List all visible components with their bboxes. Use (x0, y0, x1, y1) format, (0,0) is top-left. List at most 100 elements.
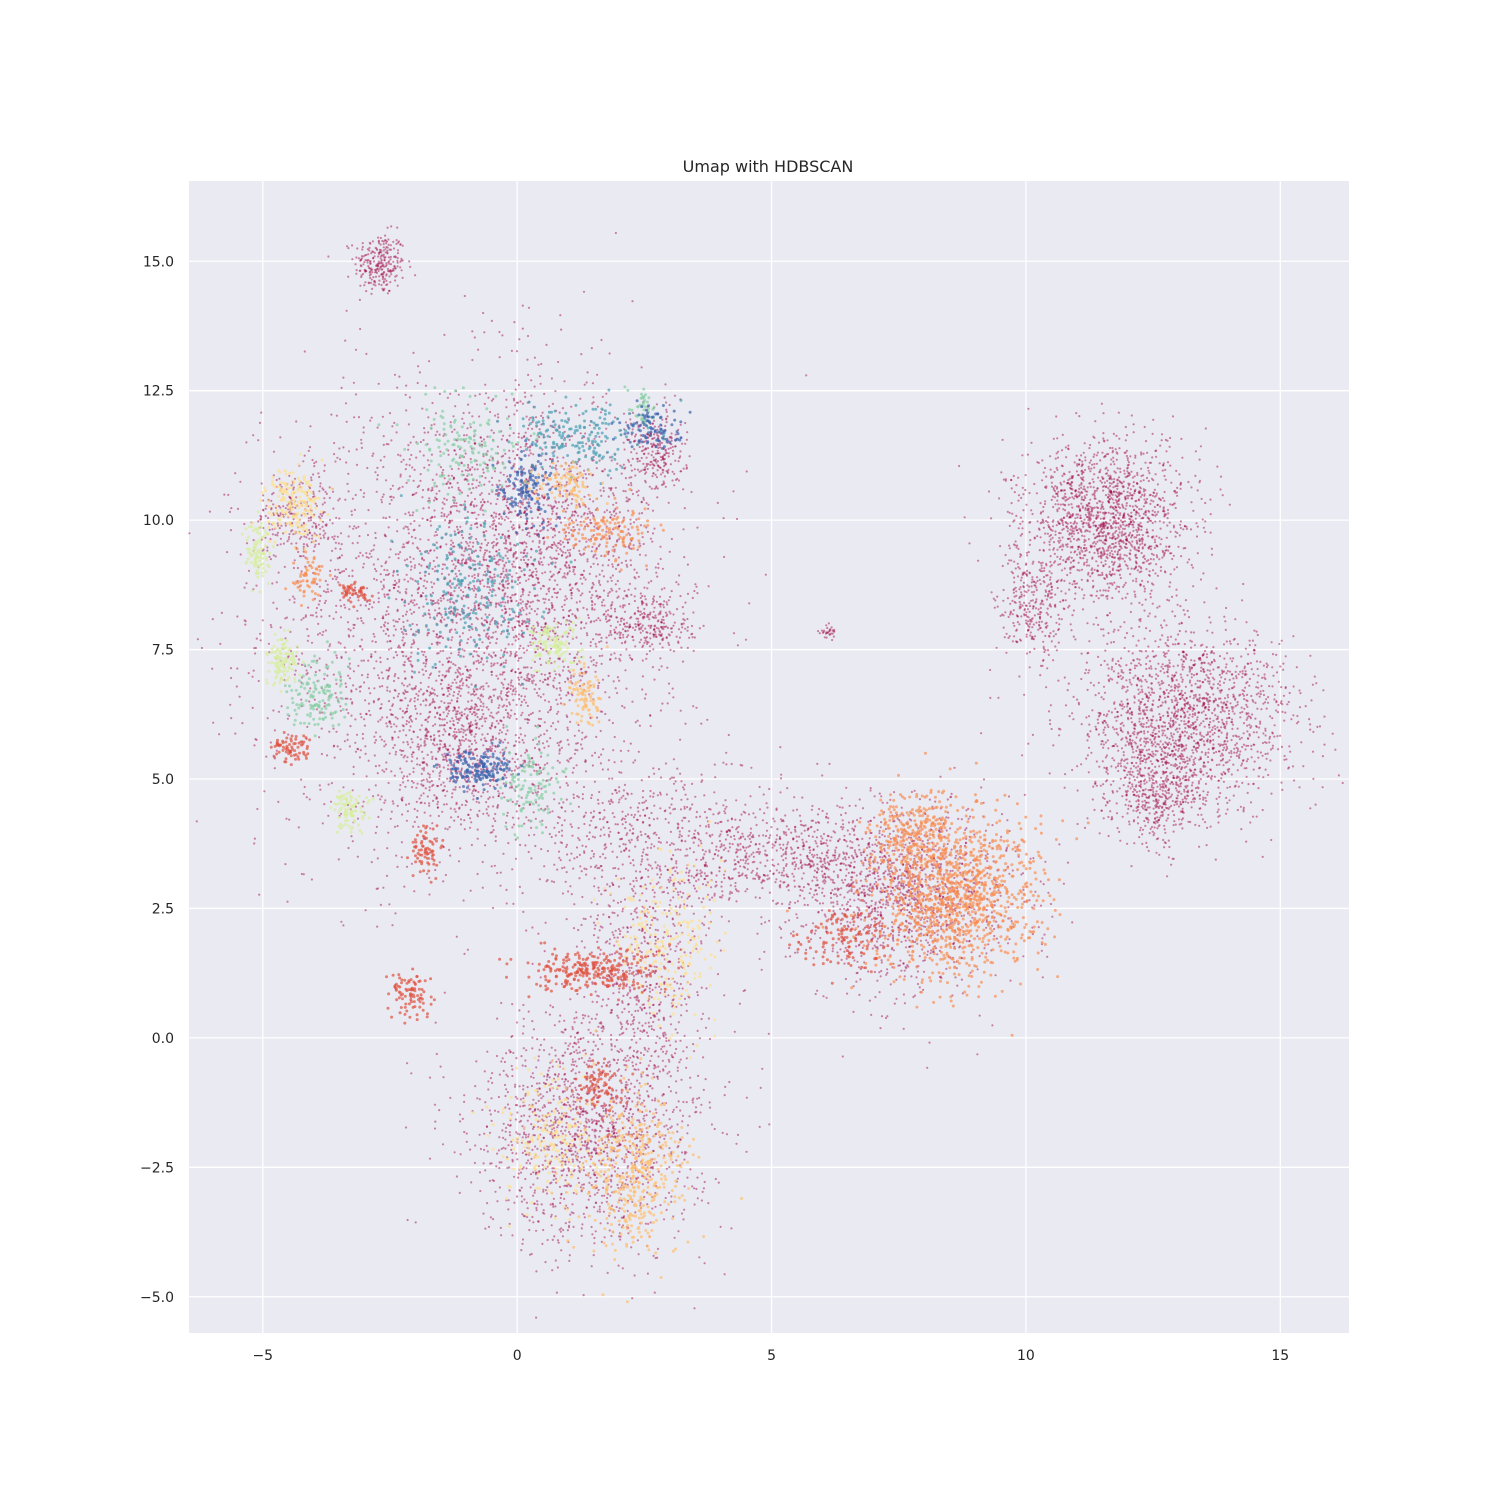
data-point (385, 669, 388, 672)
data-point (337, 641, 340, 644)
data-point (594, 670, 597, 673)
data-point (371, 454, 374, 457)
data-point (401, 716, 404, 719)
data-point (566, 728, 570, 731)
data-point (660, 483, 664, 486)
data-point (637, 494, 640, 497)
data-point (385, 246, 388, 249)
data-point (370, 555, 373, 558)
data-point (504, 708, 507, 712)
data-point (430, 524, 433, 527)
data-point (466, 641, 469, 645)
data-point (622, 489, 625, 493)
data-point (591, 604, 594, 607)
data-point (402, 625, 405, 628)
data-point (521, 711, 524, 714)
data-point (449, 421, 452, 424)
data-point (622, 463, 625, 466)
data-point (616, 462, 619, 465)
data-point (547, 563, 550, 566)
data-point (652, 633, 655, 637)
data-point (355, 733, 359, 736)
data-point (361, 674, 364, 677)
data-point (433, 534, 436, 537)
data-point (663, 396, 666, 399)
data-point (498, 356, 501, 359)
data-point (479, 660, 482, 664)
data-point (523, 574, 526, 577)
data-point (641, 600, 644, 603)
data-point (405, 819, 408, 822)
data-point (487, 396, 490, 399)
data-point (682, 528, 685, 531)
data-point (415, 623, 418, 626)
data-point (388, 589, 391, 592)
data-point (665, 601, 668, 604)
data-point (275, 581, 278, 584)
data-point (396, 226, 399, 229)
data-point (406, 526, 409, 529)
data-point (577, 805, 581, 808)
data-point (664, 461, 667, 465)
data-point (674, 433, 677, 436)
data-point (475, 660, 478, 663)
data-point (378, 248, 381, 251)
data-point (681, 442, 684, 445)
data-point (578, 414, 581, 417)
data-point (519, 595, 523, 598)
data-point (502, 473, 505, 476)
data-point (431, 401, 434, 405)
data-point (496, 541, 499, 545)
data-point (640, 600, 644, 603)
data-point (568, 642, 571, 645)
data-point (284, 863, 287, 866)
data-point (495, 538, 498, 541)
data-point (445, 715, 448, 718)
data-point (494, 605, 497, 608)
data-point (630, 476, 633, 479)
data-point (524, 431, 527, 434)
data-point (318, 599, 321, 603)
data-point (506, 501, 509, 504)
data-point (510, 652, 513, 655)
data-point (674, 459, 677, 462)
data-point (416, 745, 419, 748)
data-point (352, 670, 355, 673)
data-point (518, 647, 521, 650)
data-point (592, 396, 595, 399)
data-point (364, 270, 367, 273)
data-point (586, 371, 589, 374)
data-point (494, 745, 497, 748)
data-point (382, 443, 385, 446)
data-point (481, 579, 484, 582)
data-point (549, 522, 552, 526)
data-point (427, 676, 430, 679)
data-point (408, 475, 411, 478)
data-point (471, 559, 475, 562)
data-point (488, 459, 491, 462)
data-point (424, 698, 427, 701)
data-point (382, 264, 385, 267)
data-point (473, 650, 476, 653)
data-point (449, 593, 452, 597)
data-point (479, 436, 482, 439)
data-point (576, 514, 580, 517)
data-point (394, 620, 397, 623)
data-point (397, 646, 400, 649)
data-point (655, 485, 658, 488)
data-point (517, 736, 521, 739)
data-point (542, 518, 545, 522)
data-point (379, 573, 382, 576)
data-point (440, 635, 443, 638)
data-point (508, 607, 511, 610)
data-point (510, 769, 513, 772)
data-point (649, 611, 652, 614)
data-point (499, 576, 502, 579)
data-point (272, 450, 276, 453)
data-point (434, 723, 437, 726)
data-point (653, 616, 656, 620)
data-point (448, 629, 452, 632)
data-point (668, 643, 671, 647)
data-point (666, 415, 669, 418)
data-point (492, 664, 495, 667)
